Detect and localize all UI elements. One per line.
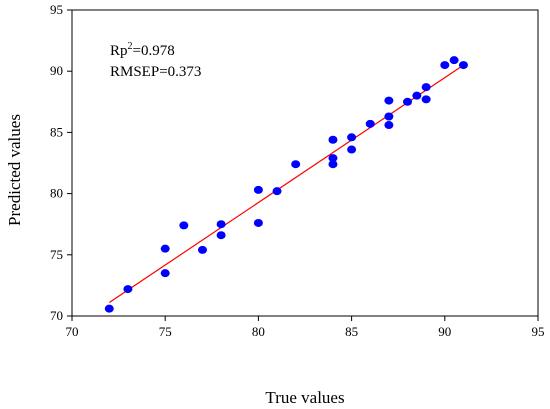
y-tick-label: 70 bbox=[50, 308, 63, 323]
x-tick-label: 95 bbox=[532, 324, 545, 339]
data-point bbox=[421, 95, 431, 104]
axes: 70 75 80 85 90 95 70 75 80 85 90 95 bbox=[50, 2, 545, 339]
data-point bbox=[104, 304, 114, 313]
data-point bbox=[440, 61, 450, 70]
x-tick-label: 90 bbox=[438, 324, 451, 339]
data-point bbox=[412, 91, 422, 100]
rmsep-annotation: RMSEP=0.373 bbox=[110, 64, 201, 80]
x-tick-label: 80 bbox=[252, 324, 265, 339]
data-point bbox=[328, 154, 338, 163]
rp2-annotation: Rp2=0.978 bbox=[110, 41, 175, 59]
data-point bbox=[384, 112, 394, 121]
data-point bbox=[123, 285, 133, 294]
plot-frame bbox=[71, 9, 539, 317]
rp2-label: Rp bbox=[110, 43, 128, 59]
data-point bbox=[160, 244, 170, 253]
data-point bbox=[421, 83, 431, 92]
data-point bbox=[347, 133, 357, 142]
y-tick-label: 75 bbox=[50, 247, 63, 262]
data-point bbox=[272, 187, 282, 196]
data-point bbox=[328, 135, 338, 144]
data-point bbox=[328, 160, 338, 169]
data-point bbox=[347, 145, 357, 154]
x-tick-label: 75 bbox=[159, 324, 172, 339]
x-tick-label: 85 bbox=[345, 324, 358, 339]
data-point bbox=[253, 218, 263, 227]
plot-area bbox=[104, 56, 468, 313]
data-point bbox=[253, 185, 263, 194]
data-point bbox=[216, 220, 226, 229]
x-tick-label: 70 bbox=[66, 324, 79, 339]
x-axis-title: True values bbox=[265, 388, 344, 407]
rp2-superscript: 2 bbox=[128, 41, 133, 52]
data-point bbox=[179, 221, 189, 230]
data-point bbox=[216, 231, 226, 240]
y-tick-label: 85 bbox=[50, 124, 63, 139]
data-point bbox=[197, 245, 207, 254]
y-tick-label: 90 bbox=[50, 63, 63, 78]
data-point bbox=[365, 119, 375, 128]
y-axis-title: Predicted values bbox=[5, 114, 24, 226]
data-point bbox=[291, 160, 301, 169]
data-point bbox=[458, 61, 468, 70]
data-point bbox=[160, 269, 170, 278]
data-point bbox=[449, 56, 459, 65]
data-point bbox=[384, 96, 394, 105]
data-point bbox=[384, 121, 394, 130]
data-point bbox=[403, 97, 413, 106]
rp2-value: =0.978 bbox=[133, 43, 175, 59]
y-tick-label: 95 bbox=[50, 2, 63, 17]
y-tick-label: 80 bbox=[50, 186, 63, 201]
